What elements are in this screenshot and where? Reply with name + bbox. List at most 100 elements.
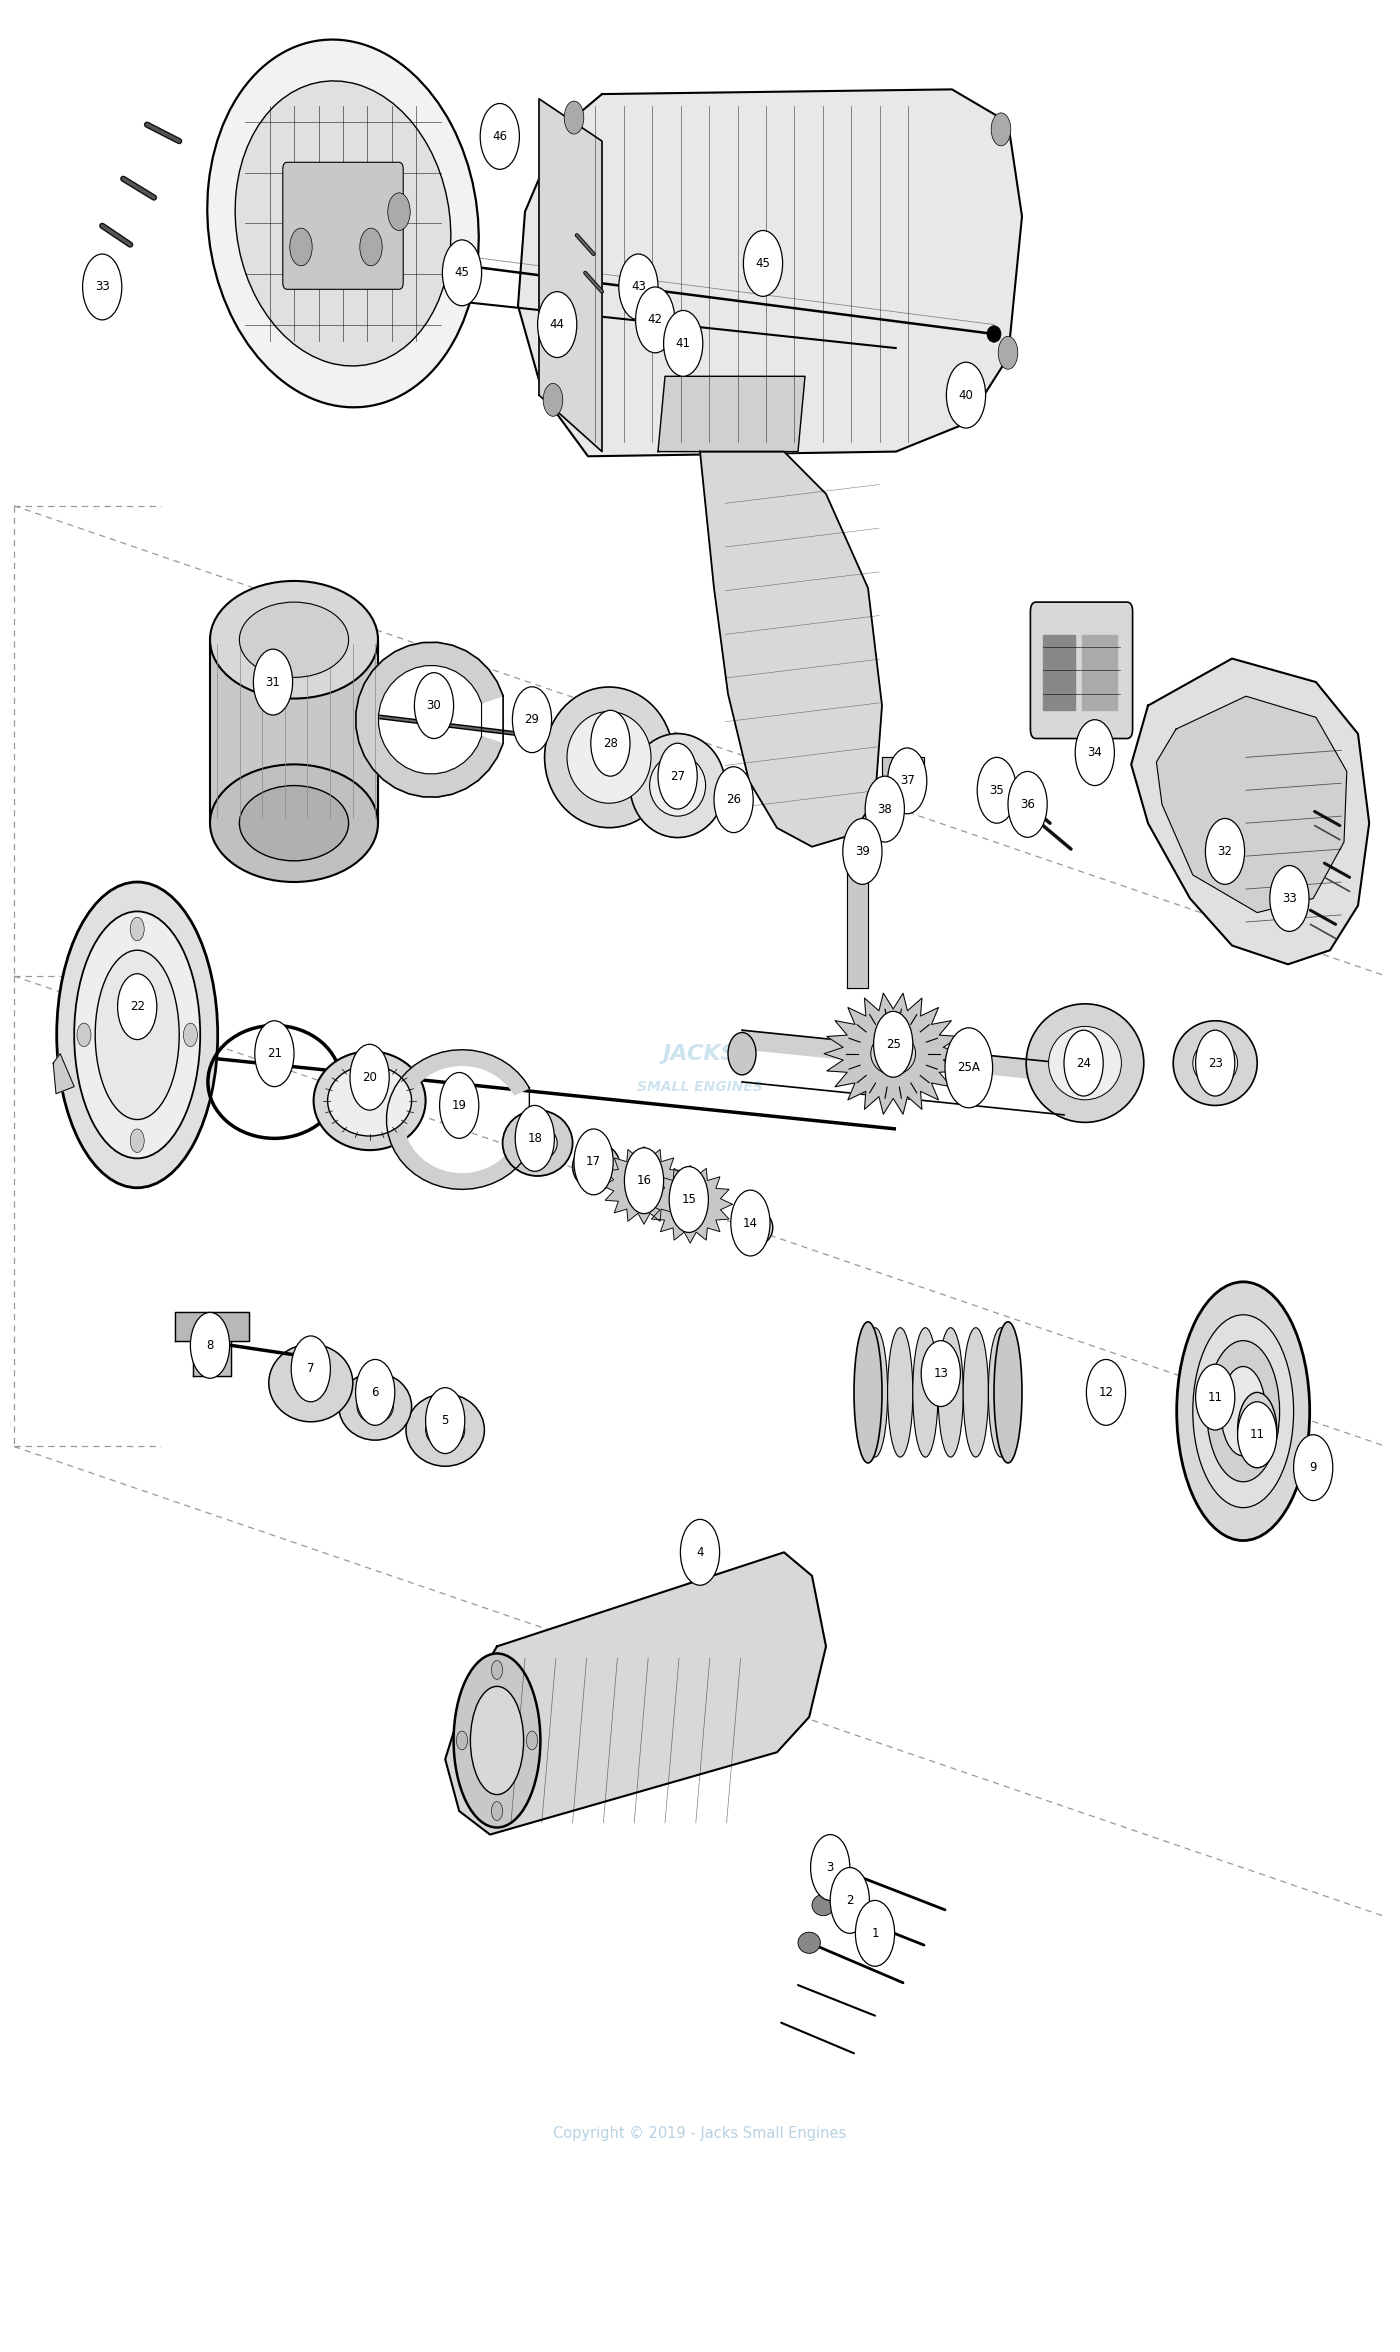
Ellipse shape: [470, 1686, 524, 1795]
Circle shape: [624, 1148, 664, 1214]
Ellipse shape: [812, 1896, 834, 1915]
Ellipse shape: [888, 1327, 913, 1458]
Text: 25A: 25A: [958, 1061, 980, 1075]
Text: 36: 36: [1021, 797, 1035, 811]
Ellipse shape: [74, 910, 200, 1157]
Circle shape: [1196, 1030, 1235, 1096]
Text: 43: 43: [631, 280, 645, 294]
Circle shape: [843, 818, 882, 884]
Text: 45: 45: [455, 266, 469, 280]
Circle shape: [1086, 1359, 1126, 1425]
Polygon shape: [602, 1148, 686, 1225]
Ellipse shape: [630, 734, 725, 837]
Text: 22: 22: [130, 1000, 144, 1014]
Ellipse shape: [1049, 1025, 1121, 1101]
Circle shape: [855, 1900, 895, 1966]
Polygon shape: [518, 89, 1022, 456]
Ellipse shape: [1026, 1004, 1144, 1122]
Text: 25: 25: [886, 1037, 900, 1051]
Ellipse shape: [728, 1033, 756, 1075]
Text: 6: 6: [371, 1385, 379, 1399]
Text: 23: 23: [1208, 1056, 1222, 1070]
Text: 17: 17: [587, 1155, 601, 1169]
Ellipse shape: [294, 1367, 328, 1399]
Polygon shape: [1131, 659, 1369, 964]
Polygon shape: [356, 642, 503, 797]
Text: JACKS: JACKS: [662, 1044, 738, 1063]
Ellipse shape: [57, 882, 218, 1188]
Circle shape: [574, 1129, 613, 1195]
Circle shape: [291, 1336, 330, 1402]
Ellipse shape: [210, 764, 378, 882]
Text: 20: 20: [363, 1070, 377, 1084]
Text: 8: 8: [206, 1338, 214, 1352]
Text: 18: 18: [528, 1131, 542, 1145]
Circle shape: [350, 1044, 389, 1110]
Text: 4: 4: [696, 1545, 704, 1559]
Text: 15: 15: [682, 1192, 696, 1207]
Circle shape: [456, 1731, 468, 1750]
Text: 11: 11: [1250, 1428, 1264, 1442]
Circle shape: [714, 767, 753, 833]
Circle shape: [874, 1011, 913, 1077]
Polygon shape: [445, 1552, 826, 1835]
Text: 1: 1: [871, 1926, 879, 1940]
Polygon shape: [825, 993, 962, 1115]
Text: 41: 41: [676, 336, 690, 350]
Ellipse shape: [679, 1192, 701, 1214]
Polygon shape: [1043, 635, 1075, 710]
Text: 29: 29: [525, 713, 539, 727]
Ellipse shape: [938, 1327, 963, 1458]
Polygon shape: [847, 847, 868, 988]
Ellipse shape: [1193, 1315, 1294, 1508]
Circle shape: [1294, 1435, 1333, 1501]
Ellipse shape: [994, 1322, 1022, 1463]
Circle shape: [811, 1835, 850, 1900]
Text: 16: 16: [637, 1174, 651, 1188]
Circle shape: [1238, 1402, 1277, 1468]
Ellipse shape: [987, 327, 1001, 341]
Ellipse shape: [1221, 1367, 1266, 1456]
Circle shape: [118, 974, 157, 1040]
Text: 39: 39: [855, 844, 869, 858]
Ellipse shape: [871, 1033, 916, 1075]
Circle shape: [83, 254, 122, 320]
Ellipse shape: [584, 1155, 609, 1178]
Text: 27: 27: [671, 769, 685, 783]
Text: 28: 28: [603, 736, 617, 750]
Circle shape: [1205, 818, 1245, 884]
Circle shape: [977, 757, 1016, 823]
Circle shape: [77, 1023, 91, 1047]
Text: 34: 34: [1088, 746, 1102, 760]
Text: Copyright © 2019 - Jacks Small Engines: Copyright © 2019 - Jacks Small Engines: [553, 2126, 847, 2140]
Circle shape: [255, 1021, 294, 1087]
Text: 21: 21: [267, 1047, 281, 1061]
Text: 19: 19: [452, 1098, 466, 1112]
Ellipse shape: [825, 1858, 847, 1877]
Text: 35: 35: [990, 783, 1004, 797]
Ellipse shape: [210, 581, 378, 699]
Circle shape: [442, 240, 482, 306]
FancyBboxPatch shape: [1030, 602, 1133, 739]
Circle shape: [830, 1867, 869, 1933]
Circle shape: [515, 1105, 554, 1171]
Text: 5: 5: [441, 1414, 449, 1428]
Circle shape: [619, 254, 658, 320]
Circle shape: [591, 710, 630, 776]
Circle shape: [991, 113, 1011, 146]
Circle shape: [865, 776, 904, 842]
Circle shape: [921, 1341, 960, 1406]
Text: 11: 11: [1208, 1390, 1222, 1404]
Circle shape: [731, 1190, 770, 1256]
Ellipse shape: [503, 1110, 573, 1176]
Ellipse shape: [846, 833, 869, 851]
Ellipse shape: [854, 1322, 882, 1463]
Polygon shape: [193, 1317, 231, 1376]
Ellipse shape: [235, 80, 451, 367]
Polygon shape: [648, 1167, 732, 1244]
Circle shape: [946, 362, 986, 428]
Polygon shape: [647, 294, 665, 325]
Circle shape: [543, 383, 563, 416]
Circle shape: [1270, 866, 1309, 931]
Ellipse shape: [328, 1065, 412, 1136]
